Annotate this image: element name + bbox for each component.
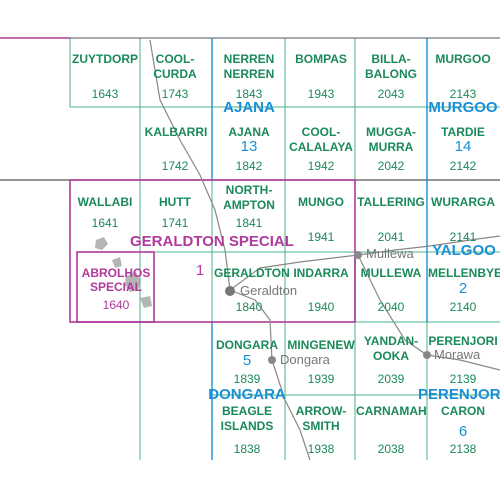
sheet-mungo-number: 1941 — [307, 230, 335, 244]
sheet-wallabi-number: 1641 — [91, 216, 119, 230]
sheet-ajana-name: AJANA — [228, 125, 270, 139]
sheet-muggamurra-number: 2042 — [377, 159, 405, 173]
sheet-yandanooka-number: 2039 — [377, 372, 405, 386]
sheet-coolcalalaya-name: COOL- CALALAYA — [289, 125, 353, 154]
sheet-zuytdorp-number: 1643 — [91, 87, 119, 101]
sheet-tardie-number: 2142 — [449, 159, 477, 173]
sheet-caron-number: 2138 — [449, 442, 477, 456]
series-murgoo-name: MURGOO — [428, 99, 498, 116]
series-yalgoo-number: 2 — [458, 280, 468, 297]
sheet-tallering-name: TALLERING — [357, 195, 425, 209]
sheet-dongara-name: DONGARA — [216, 338, 278, 352]
abrolhos-island-2 — [112, 257, 122, 268]
sheet-beagle-number: 1838 — [233, 442, 261, 456]
sheet-murgoo-name: MURGOO — [435, 52, 491, 66]
abrolhos-island-3 — [125, 272, 141, 292]
sheet-tardie-name: TARDIE — [441, 125, 485, 139]
sheet-zuytdorp-name: ZUYTDORP — [72, 52, 138, 66]
series-yalgoo-name: YALGOO — [432, 242, 496, 259]
sheet-mullewa-name: MULLEWA — [360, 266, 422, 280]
series-ajana-name: AJANA — [223, 99, 275, 116]
sheet-hutt-number: 1741 — [161, 216, 189, 230]
sheet-caron-name: CARON — [441, 404, 485, 418]
town-dot-morawa — [423, 351, 431, 359]
abrolhos-island-1 — [95, 237, 108, 250]
sheet-abrolhos-name: ABROLHOS SPECIAL — [81, 266, 151, 294]
sheet-wurarga-name: WURARGA — [431, 195, 495, 209]
sheet-indarra-name: INDARRA — [293, 266, 349, 280]
sheet-mellenbye-name: MELLENBYE — [428, 266, 500, 280]
sheet-mullewa-number: 2040 — [377, 300, 405, 314]
abrolhos-island-4 — [140, 296, 152, 308]
sheet-dongara-number: 1839 — [233, 372, 261, 386]
town-dot-geraldton — [225, 286, 235, 296]
sheet-geraldton-number: 1840 — [235, 300, 263, 314]
sheet-tallering-number: 2041 — [377, 230, 405, 244]
sheet-mingenew-name: MINGENEW — [287, 338, 355, 352]
sheet-hutt-name: HUTT — [159, 195, 191, 209]
sheet-mingenew-number: 1939 — [307, 372, 335, 386]
sheet-perenjori-number: 2139 — [449, 372, 477, 386]
series-dongara-number: 5 — [242, 352, 252, 369]
sheet-mellenbye-number: 2140 — [449, 300, 477, 314]
sheet-ajana-number: 1842 — [235, 159, 263, 173]
sheet-northampton-name: NORTH- AMPTON — [223, 183, 275, 212]
sheet-coolcurda-number: 1743 — [161, 87, 189, 101]
sheet-indarra-number: 1940 — [307, 300, 335, 314]
series-ajana-number: 13 — [240, 138, 258, 155]
sheet-coolcalalaya-number: 1942 — [307, 159, 335, 173]
series-dongara-name: DONGARA — [208, 386, 286, 403]
series-perenjori-number: 6 — [458, 423, 468, 440]
sheet-carnamah-number: 2038 — [377, 442, 405, 456]
special-sheet-name: GERALDTON SPECIAL — [130, 233, 294, 250]
sheet-kalbarri-number: 1742 — [161, 159, 189, 173]
sheet-billabalong-number: 2043 — [377, 87, 405, 101]
sheet-bompas-name: BOMPAS — [295, 52, 347, 66]
sheet-abrolhos-number: 1640 — [102, 298, 130, 312]
sheet-yandanooka-name: YANDAN- OOKA — [363, 334, 419, 363]
sheet-nerren-number: 1843 — [235, 87, 263, 101]
sheet-muggamurra-name: MUGGA- MURRA — [366, 125, 416, 154]
sheet-carnamah-name: CARNAMAH — [356, 404, 427, 418]
sheet-coolcurda-name: COOL- CURDA — [153, 52, 197, 81]
sheet-perenjori-name: PERENJORI — [428, 334, 498, 348]
town-geraldton-label: Geraldton — [240, 283, 298, 298]
sheet-bompas-number: 1943 — [307, 87, 335, 101]
town-dongara-label: Dongara — [280, 352, 330, 367]
sheet-nerren-name: NERREN NERREN — [223, 52, 275, 81]
town-dot-dongara — [268, 356, 276, 364]
sheet-wallabi-name: WALLABI — [77, 195, 133, 209]
sheet-mungo-name: MUNGO — [298, 195, 344, 209]
sheet-kalbarri-name: KALBARRI — [144, 125, 208, 139]
sheet-arrowsmith-number: 1938 — [307, 442, 335, 456]
sheet-geraldton-name: GERALDTON — [214, 266, 290, 280]
special-sheet-number: 1 — [195, 262, 205, 279]
special-border — [0, 37, 356, 323]
series-murgoo-number: 14 — [454, 138, 472, 155]
sheet-northampton-number: 1841 — [235, 216, 263, 230]
roads — [149, 39, 500, 461]
town-mullewa-label: Mullewa — [366, 246, 414, 261]
sheet-arrowsmith-name: ARROW- SMITH — [295, 404, 347, 433]
sheet-beagle-name: BEAGLE ISLANDS — [220, 404, 274, 433]
sheet-murgoo-number: 2143 — [449, 87, 477, 101]
series-perenjori-name: PERENJORI — [418, 386, 500, 403]
town-morawa-label: Morawa — [434, 347, 481, 362]
sheet-wurarga-number: 2141 — [449, 230, 477, 244]
sheet-billabalong-name: BILLA- BALONG — [365, 52, 417, 81]
town-dot-mullewa — [354, 251, 362, 259]
